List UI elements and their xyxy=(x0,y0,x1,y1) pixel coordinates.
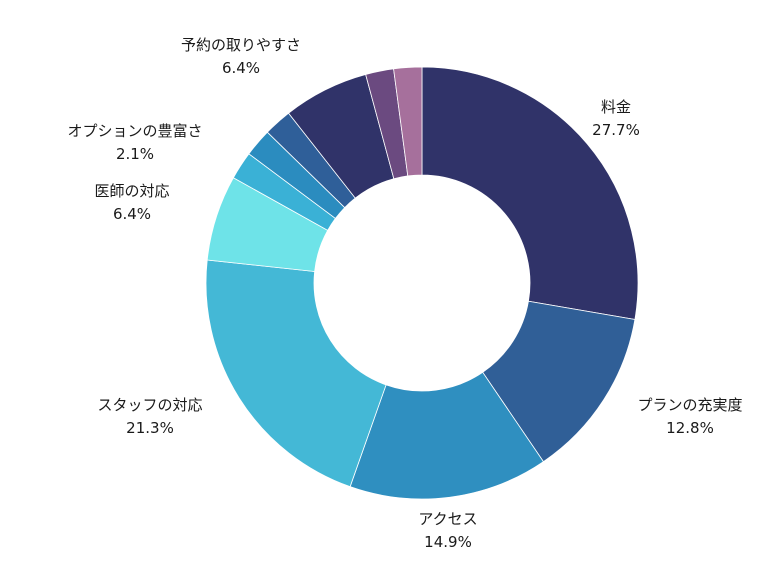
slice-value-label: 14.9% xyxy=(424,533,472,551)
slice-value-label: 6.4% xyxy=(113,205,151,223)
slice-label: 料金 xyxy=(601,98,631,116)
donut-slice-10 xyxy=(393,66,423,177)
donut-slice-料金 xyxy=(421,66,639,320)
slice-value-label: 12.8% xyxy=(666,419,714,437)
slice-value-label: 2.1% xyxy=(116,145,154,163)
slice-label: アクセス xyxy=(418,510,477,528)
slice-label: 予約の取りやすさ xyxy=(181,36,301,54)
slice-label: 医師の対応 xyxy=(94,182,169,200)
slice-value-label: 21.3% xyxy=(126,419,174,437)
slice-value-label: 27.7% xyxy=(592,121,640,139)
slices-group xyxy=(205,66,639,500)
slice-label: プランの充実度 xyxy=(637,396,742,414)
slice-value-label: 6.4% xyxy=(222,59,260,77)
donut-slice-アクセス xyxy=(349,371,544,500)
slice-label: スタッフの対応 xyxy=(97,396,202,414)
labels-group: 料金 27.7% プランの充実度 12.8% アクセス 14.9% スタッフの対応 21.3%… xyxy=(67,36,742,551)
donut-slice-スタッフの対応 xyxy=(205,259,387,488)
slice-label: オプションの豊富さ xyxy=(67,122,202,140)
